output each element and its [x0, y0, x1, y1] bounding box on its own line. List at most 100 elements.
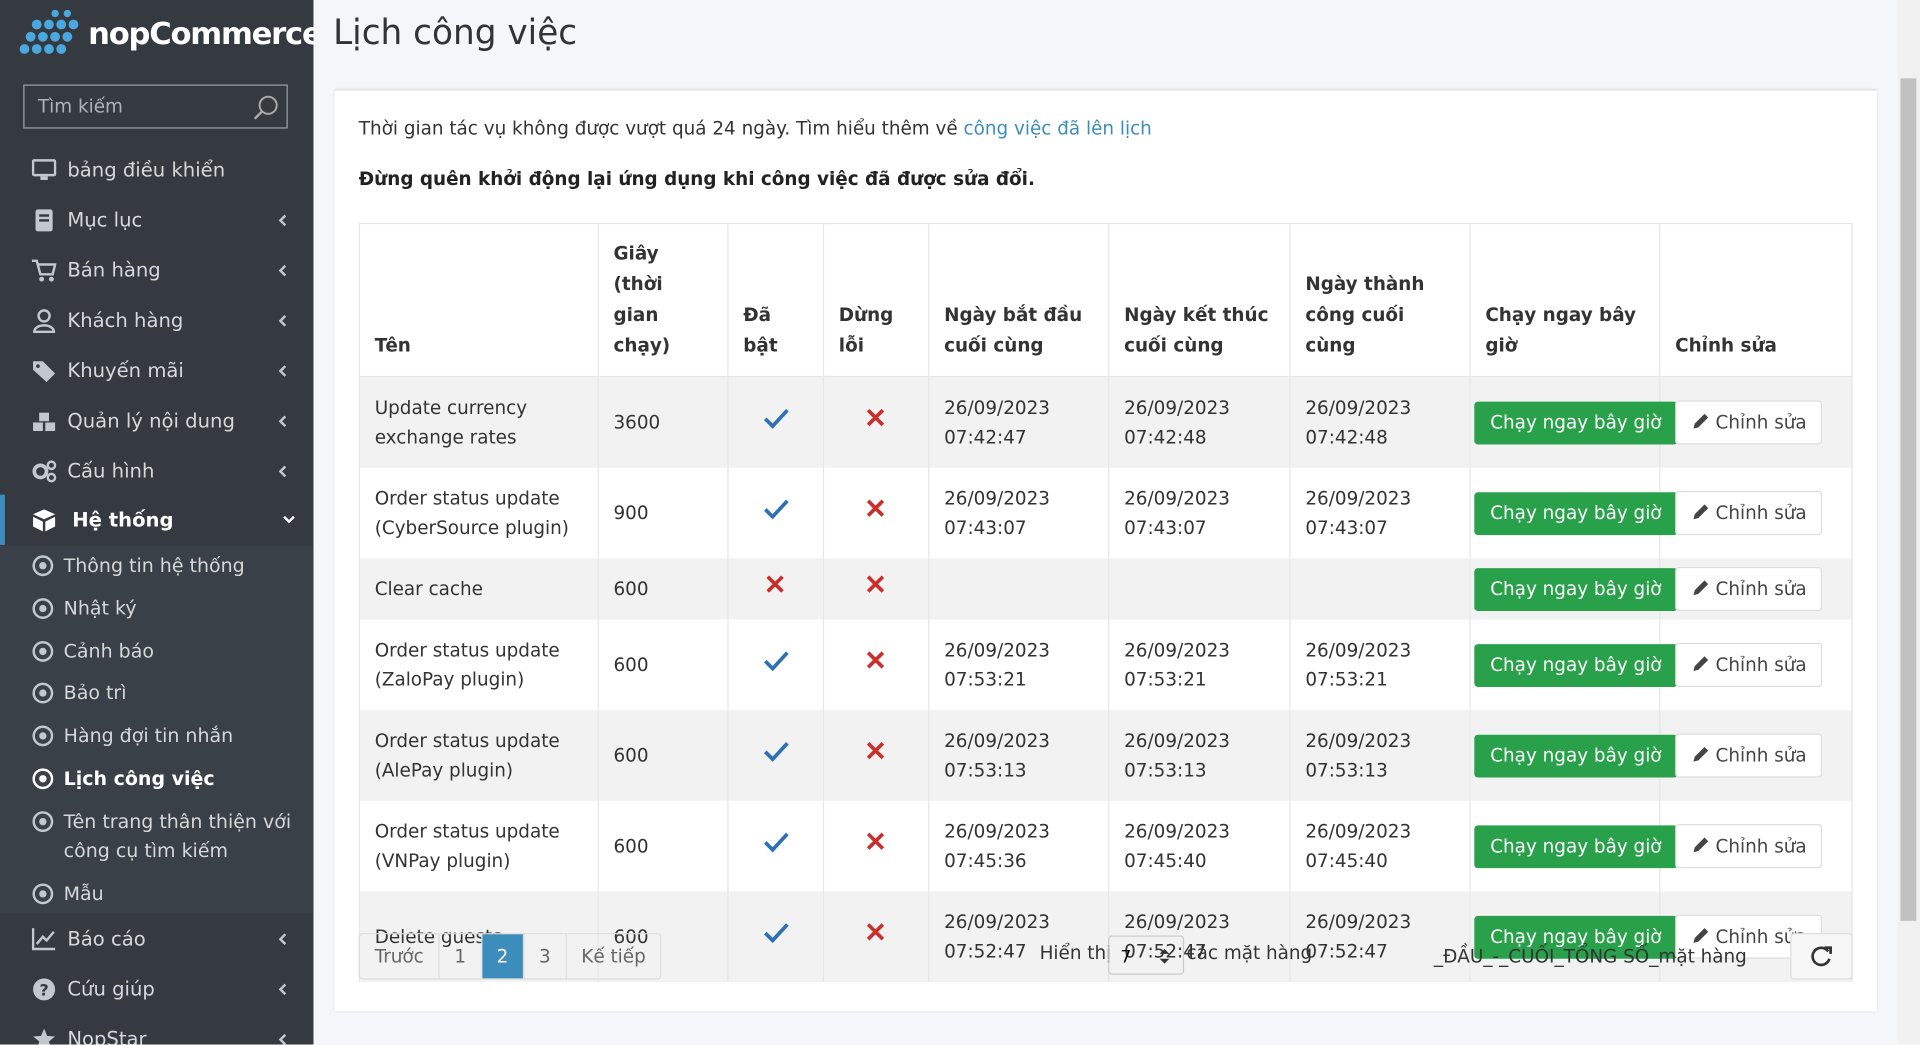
menu-chevron — [278, 264, 287, 276]
table-row: Order status update (VNPay plugin) 600 26/… — [358, 800, 1853, 892]
table-row: Order status update (CyberSource plugin)… — [358, 467, 1853, 559]
run-now-button[interactable]: Chạy ngay bây giờ — [1474, 643, 1678, 687]
run-now-button[interactable]: Chạy ngay bây giờ — [1474, 734, 1678, 777]
edit-button[interactable]: Chỉnh sửa — [1675, 400, 1823, 445]
enabled-cell — [727, 710, 825, 801]
task-name: Clear cache — [358, 558, 599, 620]
scroll-thumb[interactable] — [1900, 78, 1917, 921]
edit-cell: Chỉnh sửa — [1659, 376, 1853, 468]
refresh-button[interactable] — [1790, 933, 1853, 980]
menu-chevron — [278, 414, 287, 427]
next-page[interactable]: Kế tiếp — [581, 945, 646, 968]
page-title: Lịch công việc — [333, 12, 578, 53]
date-end: 26/09/2023 07:53:13 — [1108, 710, 1291, 801]
submenu-label: Thông tin hệ thống — [63, 554, 245, 577]
edit-label: Chỉnh sửa — [1715, 502, 1807, 525]
search-icon[interactable] — [252, 94, 279, 121]
scrollbar[interactable] — [1897, 0, 1920, 1045]
edit-label: Chỉnh sửa — [1715, 577, 1807, 601]
menu-item[interactable]: Mục lục — [0, 195, 313, 245]
date-start: 26/09/2023 07:53:13 — [928, 710, 1110, 801]
menu-label: Quản lý nội dung — [67, 408, 235, 433]
menu-label: NopStar — [67, 1027, 147, 1045]
cross-icon — [866, 575, 884, 594]
prev-page[interactable]: Trước — [360, 934, 440, 979]
page-number[interactable]: 1 — [440, 934, 482, 979]
submenu-icon — [32, 597, 54, 619]
menu-label: Cấu hình — [67, 459, 155, 483]
submenu-icon — [32, 683, 54, 704]
date-start: 26/09/2023 07:45:36 — [928, 800, 1110, 892]
menu-item[interactable]: Báo cáo — [0, 913, 313, 963]
menu-item[interactable]: Quản lý nội dung — [0, 396, 313, 446]
run-cell: Chạy ngay bây giờ — [1469, 891, 1678, 983]
menu-item[interactable]: Khuyến mãi — [0, 345, 313, 395]
task-seconds: 600 — [597, 558, 729, 620]
submenu-icon — [32, 810, 54, 832]
submenu-icon — [32, 768, 54, 790]
menu-item[interactable]: Khách hàng — [0, 295, 313, 345]
enabled-cell — [727, 376, 825, 468]
task-name: Order status update (AlePay plugin) — [358, 710, 599, 801]
date-start — [928, 558, 1110, 620]
task-name: Update currency exchange rates — [358, 376, 599, 468]
edit-label: Chỉnh sửa — [1715, 925, 1807, 948]
logo[interactable]: nopCommerce — [17, 9, 313, 57]
search-placeholder: Tìm kiếm — [37, 95, 123, 118]
refresh-icon — [1811, 946, 1832, 967]
run-now-button[interactable]: Chạy ngay bây giờ — [1474, 567, 1678, 611]
page-number[interactable]: 3 — [524, 934, 567, 979]
notice-link[interactable]: công việc đã lên lịch — [963, 117, 1152, 140]
menu-label: Bán hàng — [67, 258, 161, 282]
column-header: Chỉnh sửa — [1659, 222, 1853, 378]
menu-item[interactable]: bảng điều khiển — [0, 144, 313, 194]
menu-icon — [33, 412, 56, 431]
menu-item[interactable]: Hệ thống — [0, 494, 313, 545]
column-header: Ngày kết thúc cuối cùng — [1108, 222, 1291, 378]
check-icon — [763, 651, 789, 672]
run-now-button[interactable]: Chạy ngay bây giờ — [1474, 401, 1678, 444]
page-number[interactable]: 2 — [481, 934, 525, 979]
menu-item[interactable]: Cấu hình — [0, 446, 313, 496]
notice-text: Thời gian tác vụ không được vượt quá 24 … — [358, 117, 958, 140]
edit-button[interactable]: Chỉnh sửa — [1675, 491, 1823, 536]
search-box[interactable]: Tìm kiếm — [23, 84, 288, 129]
menu-label: Khách hàng — [67, 308, 184, 332]
page-size-select[interactable]: 7 — [1108, 935, 1185, 975]
edit-cell: Chỉnh sửa — [1659, 467, 1853, 559]
warning: Đừng quên khởi động lại ứng dụng khi côn… — [358, 167, 1035, 190]
edit-button[interactable]: Chỉnh sửa — [1675, 733, 1823, 778]
date-success — [1289, 558, 1471, 620]
stop-on-error-cell — [822, 467, 930, 559]
menu-item[interactable]: ? Cứu giúp — [0, 964, 313, 1014]
menu-icon — [33, 1027, 56, 1045]
run-now-button[interactable]: Chạy ngay bây giờ — [1474, 915, 1678, 959]
run-now-button[interactable]: Chạy ngay bây giờ — [1474, 491, 1678, 535]
task-seconds: 600 — [597, 891, 729, 983]
edit-label: Chỉnh sửa — [1715, 744, 1807, 767]
date-success: 26/09/2023 07:42:48 — [1289, 376, 1471, 468]
column-header: Chạy ngay bây giờ — [1469, 222, 1661, 378]
task-seconds: 3600 — [597, 376, 729, 468]
pencil-icon — [1693, 656, 1709, 672]
stop-on-error-cell — [822, 376, 930, 468]
edit-cell: Chỉnh sửa — [1659, 558, 1853, 620]
run-now-button[interactable]: Chạy ngay bây giờ — [1474, 824, 1678, 868]
menu-icon — [33, 308, 56, 333]
table-body: Update currency exchange rates 3600 26/09/… — [358, 376, 1853, 983]
menu-icon — [31, 258, 57, 282]
edit-button[interactable]: Chỉnh sửa — [1675, 566, 1823, 612]
edit-button[interactable]: Chỉnh sửa — [1675, 824, 1823, 869]
submenu-icon — [32, 555, 54, 577]
date-end: 26/09/2023 07:52:47 — [1108, 891, 1291, 983]
menu-item[interactable]: Bán hàng — [0, 245, 313, 295]
menu-chevron — [278, 314, 287, 326]
column-header: Ngày bắt đầu cuối cùng — [928, 222, 1110, 378]
stop-on-error-cell — [822, 558, 930, 620]
menu-item[interactable]: NopStar — [0, 1014, 313, 1045]
date-success: 26/09/2023 07:45:40 — [1289, 800, 1471, 892]
pencil-icon — [1693, 504, 1709, 520]
edit-button[interactable]: Chỉnh sửa — [1675, 642, 1823, 687]
run-cell: Chạy ngay bây giờ — [1469, 619, 1678, 711]
check-icon — [763, 742, 789, 763]
